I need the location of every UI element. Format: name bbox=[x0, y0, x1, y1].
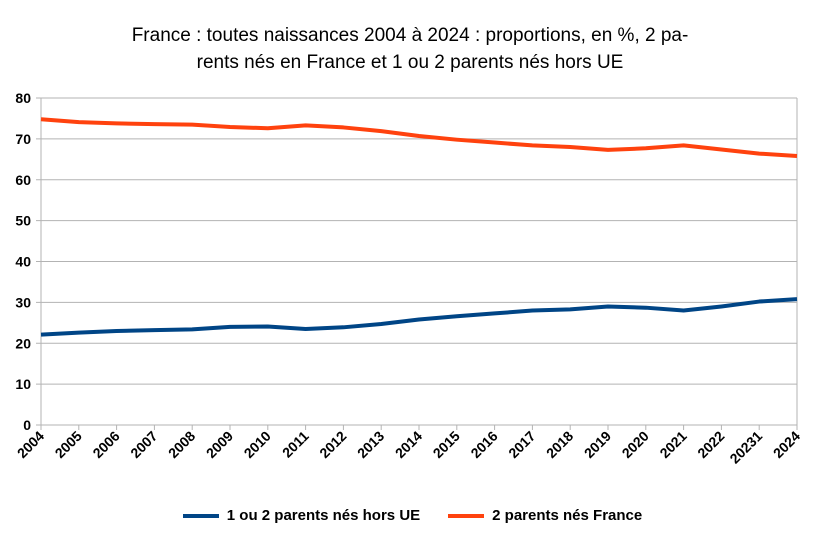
x-tick-label: 2009 bbox=[203, 428, 236, 461]
legend-swatch bbox=[448, 513, 485, 518]
series-line-0 bbox=[40, 297, 798, 337]
legend-item-france: 2 parents nés France bbox=[448, 507, 642, 524]
x-tick-label: 2007 bbox=[127, 428, 160, 461]
y-tick-label: 20 bbox=[15, 335, 31, 351]
x-tick-label: 20231 bbox=[726, 428, 765, 467]
series-line-1 bbox=[40, 117, 798, 159]
y-tick-label: 40 bbox=[15, 254, 31, 270]
x-tick-label: 2012 bbox=[316, 428, 349, 461]
x-tick-label: 2006 bbox=[89, 428, 122, 461]
y-tick-label: 10 bbox=[15, 376, 31, 392]
title-line-1: France : toutes naissances 2004 à 2024 :… bbox=[131, 25, 689, 46]
legend: 1 ou 2 parents nés hors UE 2 parents nés… bbox=[0, 507, 825, 524]
x-tick-label: 2013 bbox=[354, 428, 387, 461]
legend-item-hors-ue: 1 ou 2 parents nés hors UE bbox=[182, 507, 421, 524]
x-tick-label: 2016 bbox=[467, 428, 500, 461]
y-tick-label: 70 bbox=[15, 131, 31, 147]
legend-label: 2 parents nés France bbox=[492, 507, 643, 524]
chart-title: France : toutes naissances 2004 à 2024 :… bbox=[60, 22, 760, 76]
x-tick-label: 2008 bbox=[165, 428, 198, 461]
y-tick-label: 50 bbox=[15, 213, 31, 229]
x-tick-label: 2014 bbox=[392, 428, 425, 461]
x-tick-label: 2018 bbox=[543, 428, 576, 461]
legend-swatch bbox=[182, 513, 219, 518]
x-tick-label: 2017 bbox=[505, 428, 538, 461]
legend-label: 1 ou 2 parents nés hors UE bbox=[226, 507, 421, 524]
y-tick-label: 60 bbox=[15, 172, 31, 188]
x-tick-label: 2024 bbox=[770, 428, 803, 461]
x-tick-label: 2011 bbox=[279, 428, 312, 461]
x-tick-label: 2010 bbox=[241, 428, 274, 461]
y-tick-label: 80 bbox=[15, 90, 31, 106]
x-tick-label: 2015 bbox=[430, 428, 463, 461]
x-tick-label: 2005 bbox=[52, 428, 85, 461]
title-line-2: rents nés en France et 1 ou 2 parents né… bbox=[196, 52, 624, 73]
y-tick-label: 30 bbox=[15, 294, 31, 310]
x-tick-label: 2019 bbox=[581, 428, 614, 461]
x-tick-label: 2004 bbox=[14, 428, 47, 461]
x-tick-label: 2022 bbox=[694, 428, 727, 461]
x-tick-label: 2021 bbox=[656, 428, 689, 461]
y-tick-label: 0 bbox=[23, 417, 31, 433]
x-tick-label: 2020 bbox=[619, 428, 652, 461]
